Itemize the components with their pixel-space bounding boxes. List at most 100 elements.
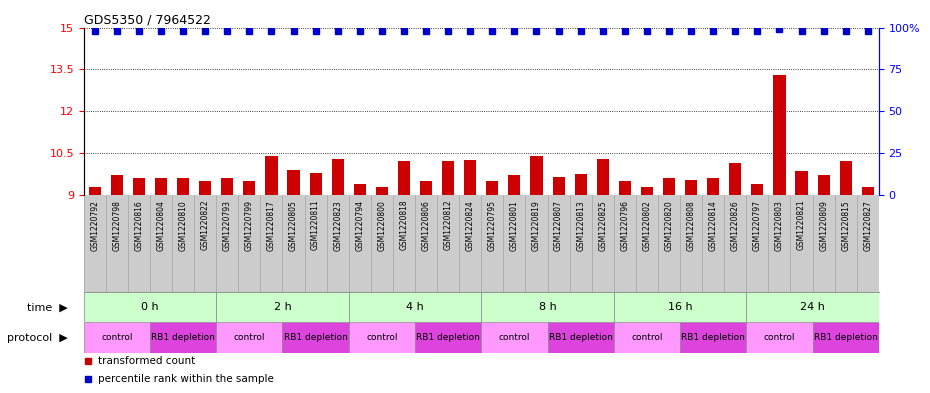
Bar <box>481 292 614 323</box>
Bar <box>840 162 852 195</box>
Bar <box>685 180 698 195</box>
Text: percentile rank within the sample: percentile rank within the sample <box>98 374 274 384</box>
Bar <box>548 323 614 353</box>
Bar <box>287 170 299 195</box>
Text: GSM1220820: GSM1220820 <box>665 200 673 251</box>
Bar <box>216 292 349 323</box>
Text: GSM1220816: GSM1220816 <box>135 200 143 251</box>
Bar <box>817 175 830 195</box>
Text: GSM1220826: GSM1220826 <box>731 200 739 251</box>
Bar <box>155 178 167 195</box>
Text: GSM1220806: GSM1220806 <box>421 200 431 251</box>
Bar <box>751 184 764 195</box>
Text: protocol  ▶: protocol ▶ <box>7 332 68 343</box>
Bar <box>265 156 277 195</box>
Text: GSM1220798: GSM1220798 <box>113 200 121 251</box>
Bar <box>575 174 587 195</box>
Text: GDS5350 / 7964522: GDS5350 / 7964522 <box>84 13 210 26</box>
Bar <box>84 323 150 353</box>
Bar <box>663 178 675 195</box>
Text: control: control <box>764 333 795 342</box>
Text: RB1 depletion: RB1 depletion <box>284 333 348 342</box>
Text: GSM1220813: GSM1220813 <box>577 200 585 251</box>
Bar <box>464 160 476 195</box>
Text: 4 h: 4 h <box>406 302 424 312</box>
Text: GSM1220809: GSM1220809 <box>819 200 828 251</box>
Text: GSM1220819: GSM1220819 <box>532 200 541 251</box>
Bar <box>552 177 565 195</box>
Text: GSM1220793: GSM1220793 <box>223 200 232 251</box>
Text: GSM1220810: GSM1220810 <box>179 200 188 251</box>
Bar <box>795 171 807 195</box>
Text: 24 h: 24 h <box>800 302 825 312</box>
Text: GSM1220824: GSM1220824 <box>466 200 474 251</box>
Text: transformed count: transformed count <box>98 356 195 366</box>
Bar <box>641 187 653 195</box>
Bar <box>729 163 741 195</box>
Bar <box>84 292 216 323</box>
Bar <box>353 184 365 195</box>
Text: RB1 depletion: RB1 depletion <box>814 333 878 342</box>
Bar <box>509 175 521 195</box>
Bar <box>111 175 123 195</box>
Text: GSM1220825: GSM1220825 <box>598 200 607 251</box>
Text: GSM1220796: GSM1220796 <box>620 200 630 251</box>
Bar <box>415 323 481 353</box>
Bar <box>486 181 498 195</box>
Bar <box>862 187 874 195</box>
Text: GSM1220792: GSM1220792 <box>90 200 100 251</box>
Text: RB1 depletion: RB1 depletion <box>682 333 745 342</box>
Bar <box>774 75 786 195</box>
Text: GSM1220800: GSM1220800 <box>378 200 386 251</box>
Bar <box>133 178 145 195</box>
Text: GSM1220804: GSM1220804 <box>156 200 166 251</box>
Text: control: control <box>233 333 265 342</box>
Text: GSM1220823: GSM1220823 <box>333 200 342 251</box>
Text: control: control <box>631 333 663 342</box>
Bar <box>332 159 344 195</box>
Bar <box>88 187 100 195</box>
Bar <box>618 181 631 195</box>
Bar <box>746 323 813 353</box>
Text: GSM1220817: GSM1220817 <box>267 200 276 251</box>
Bar <box>216 323 283 353</box>
Bar <box>813 323 879 353</box>
Bar <box>349 323 415 353</box>
Bar <box>398 162 410 195</box>
Text: GSM1220814: GSM1220814 <box>709 200 718 251</box>
Bar <box>310 173 322 195</box>
Text: 16 h: 16 h <box>668 302 692 312</box>
Text: GSM1220799: GSM1220799 <box>245 200 254 251</box>
Bar <box>244 181 256 195</box>
Text: GSM1220811: GSM1220811 <box>312 200 320 250</box>
Bar <box>614 323 680 353</box>
Text: GSM1220797: GSM1220797 <box>753 200 762 251</box>
Text: RB1 depletion: RB1 depletion <box>417 333 480 342</box>
Text: GSM1220801: GSM1220801 <box>510 200 519 251</box>
Bar <box>376 187 388 195</box>
Text: GSM1220821: GSM1220821 <box>797 200 806 250</box>
Text: GSM1220795: GSM1220795 <box>488 200 497 251</box>
Text: GSM1220807: GSM1220807 <box>554 200 563 251</box>
Text: GSM1220805: GSM1220805 <box>289 200 298 251</box>
Text: GSM1220827: GSM1220827 <box>863 200 872 251</box>
Bar <box>680 323 746 353</box>
Text: GSM1220808: GSM1220808 <box>686 200 696 251</box>
Text: RB1 depletion: RB1 depletion <box>152 333 215 342</box>
Text: GSM1220812: GSM1220812 <box>444 200 453 250</box>
Text: RB1 depletion: RB1 depletion <box>549 333 613 342</box>
Text: GSM1220794: GSM1220794 <box>355 200 365 251</box>
Text: control: control <box>498 333 530 342</box>
Text: control: control <box>101 333 133 342</box>
Text: 0 h: 0 h <box>141 302 159 312</box>
Text: GSM1220803: GSM1220803 <box>775 200 784 251</box>
Text: 2 h: 2 h <box>273 302 291 312</box>
Bar <box>283 323 349 353</box>
Bar <box>746 292 879 323</box>
Text: GSM1220822: GSM1220822 <box>201 200 209 250</box>
Text: time  ▶: time ▶ <box>27 302 68 312</box>
Bar <box>442 162 454 195</box>
Bar <box>221 178 233 195</box>
Text: GSM1220818: GSM1220818 <box>400 200 408 250</box>
Text: control: control <box>366 333 398 342</box>
